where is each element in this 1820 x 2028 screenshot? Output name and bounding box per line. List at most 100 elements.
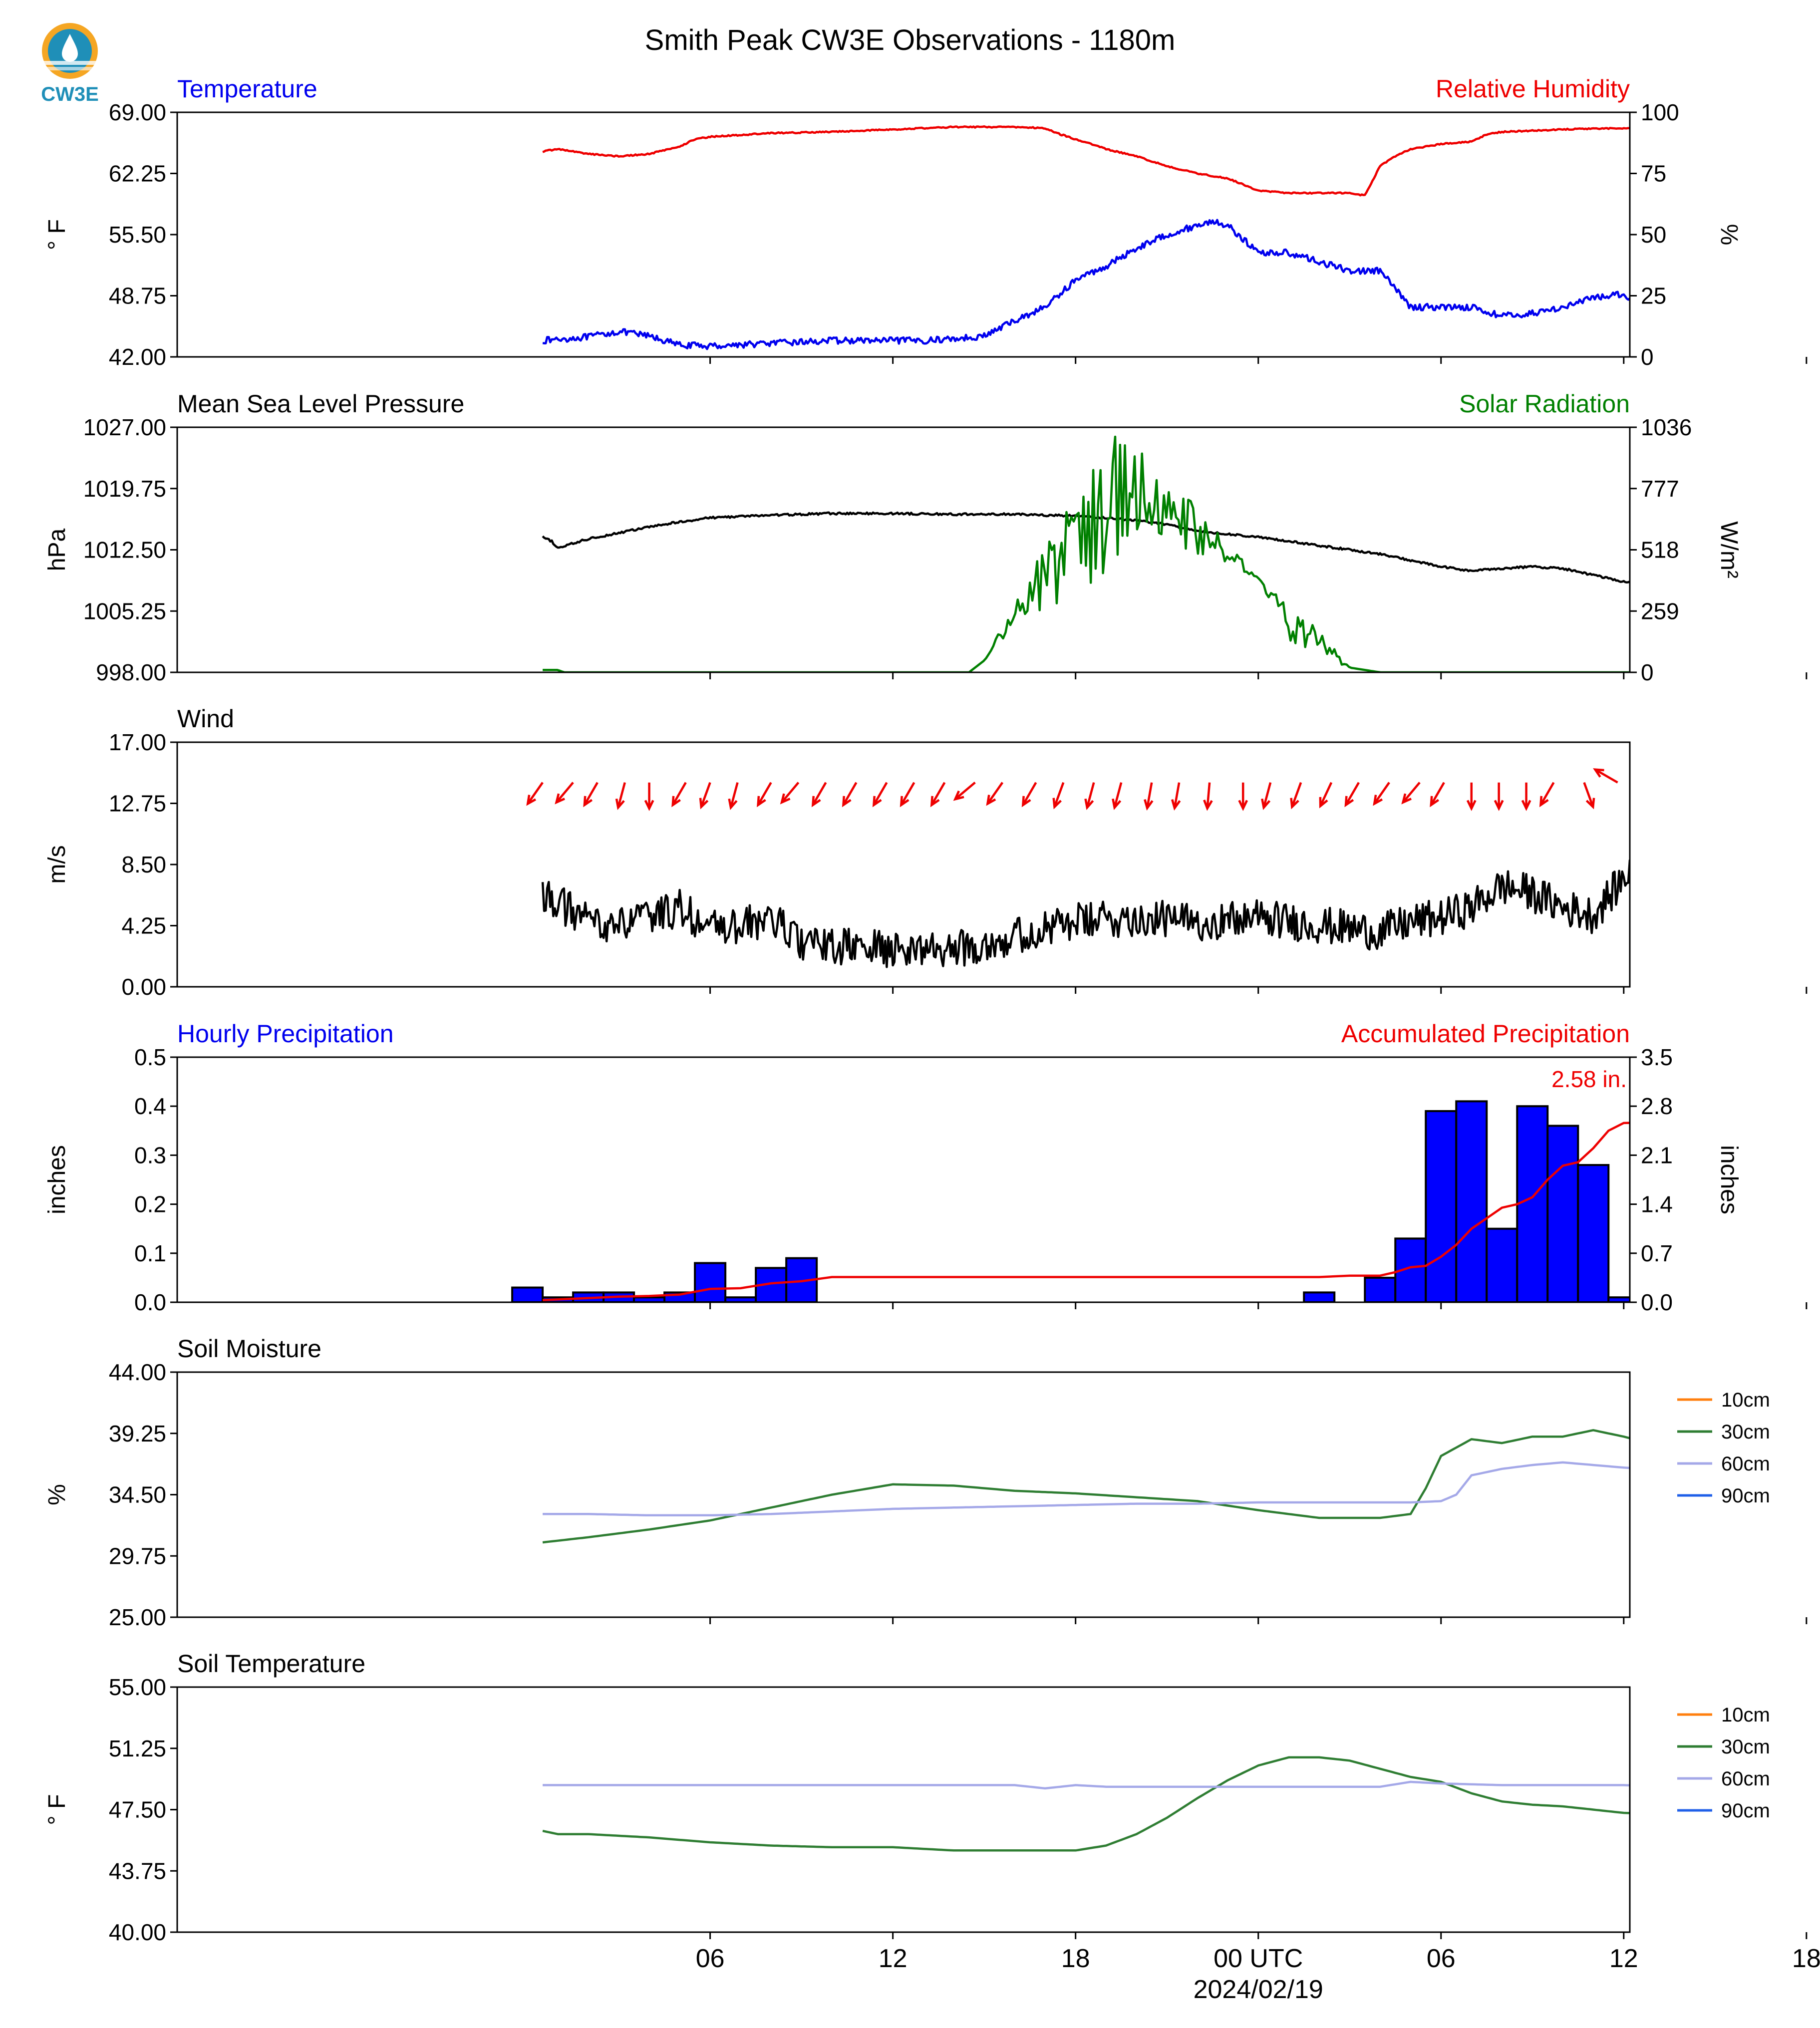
wind-arrow-head xyxy=(1702,800,1710,808)
y-axis-label-left: hPa xyxy=(44,528,70,571)
wind-arrow-shaft xyxy=(1086,782,1095,808)
panel-title-left: Soil Moisture xyxy=(177,1335,321,1363)
wind-arrow-shaft xyxy=(1113,782,1123,808)
precip-bar xyxy=(1364,1276,1397,1302)
wind-arrow-shaft xyxy=(1146,782,1153,809)
wind-arrow xyxy=(811,782,827,808)
precip-bar xyxy=(1455,1100,1488,1302)
wind-arrow-head xyxy=(780,793,791,805)
y-axis-label-right: inches xyxy=(1716,1145,1742,1214)
legend-label-60cm: 60cm xyxy=(1721,1453,1770,1475)
panel-0-plot-area xyxy=(542,125,1630,350)
x-tick-label: 00 UTC xyxy=(1213,1944,1303,1973)
y-tick-label-right: 100 xyxy=(1641,99,1679,125)
wind-arrow xyxy=(842,782,858,808)
y-tick-label-left: 29.75 xyxy=(109,1543,166,1569)
y-tick-label-left: 69.00 xyxy=(109,99,166,125)
panel-3-plot-area xyxy=(511,1100,1761,1302)
wind-arrow-shaft xyxy=(930,782,946,806)
wind-arrow xyxy=(872,782,888,808)
panel-title-left: Mean Sea Level Pressure xyxy=(177,390,464,418)
y-tick-label-right: 0.0 xyxy=(1641,1289,1673,1315)
wind-arrow-head xyxy=(1261,798,1271,810)
precip-bar xyxy=(1730,1292,1761,1302)
y-tick-label-left: 62.25 xyxy=(109,161,166,187)
y-axis-label-left: % xyxy=(44,1484,70,1505)
wind-arrow-shaft xyxy=(700,782,711,808)
wind-arrow-shaft xyxy=(583,782,599,806)
x-tick-label: 18 xyxy=(1792,1944,1820,1973)
wind-arrow-head xyxy=(526,795,537,806)
series-line-60cm xyxy=(543,1780,1630,1790)
wind-arrow xyxy=(1788,783,1796,809)
wind-arrow-shaft xyxy=(986,782,1004,805)
y-tick-label-left: 1027.00 xyxy=(83,414,166,440)
wind-arrow-head xyxy=(757,796,766,808)
series-line-30cm xyxy=(542,1429,1630,1544)
precip-bar xyxy=(1577,1164,1610,1302)
wind-arrow-head xyxy=(583,796,593,808)
y-tick-label-left: 17.00 xyxy=(109,729,166,755)
precip-bar xyxy=(694,1262,727,1302)
wind-arrow-shaft xyxy=(527,782,544,805)
wind-arrow-head xyxy=(1144,799,1154,811)
y-tick-label-left: 0.0 xyxy=(134,1289,166,1315)
x-tick-label: 06 xyxy=(696,1944,725,1973)
wind-arrow xyxy=(1521,782,1531,811)
wind-arrow xyxy=(1757,783,1765,809)
wind-arrow-head xyxy=(644,800,654,811)
wind-arrow xyxy=(1144,782,1154,811)
wind-arrow-head xyxy=(872,796,882,808)
series-line-60cm xyxy=(543,1461,1630,1517)
wind-arrow-head xyxy=(930,796,940,808)
wind-arrow-head xyxy=(1401,793,1412,805)
panel-title-right: Accumulated Precipitation xyxy=(1341,1020,1630,1048)
y-tick-label-left: 25.00 xyxy=(109,1604,166,1630)
wind-arrow xyxy=(757,782,772,808)
wind-arrow xyxy=(1261,782,1272,810)
wind-arrow xyxy=(1171,782,1181,811)
panel-1-plot-area xyxy=(542,435,1630,672)
wind-arrow-shaft xyxy=(555,782,574,803)
wind-arrow-shaft xyxy=(1345,782,1360,806)
series-line-left xyxy=(542,511,1630,584)
precip-bar xyxy=(1425,1110,1458,1302)
wind-arrow xyxy=(1084,782,1095,810)
y-tick-label-left: 0.3 xyxy=(134,1142,166,1168)
x-tick-label: 12 xyxy=(1609,1944,1638,1973)
wind-arrow xyxy=(986,782,1004,806)
series-line-30cm xyxy=(542,1756,1630,1852)
wind-arrow-shaft xyxy=(671,782,687,806)
accum-total-label: 2.58 in. xyxy=(1551,1066,1627,1092)
y-tick-label-left: 39.25 xyxy=(109,1421,166,1447)
series-line-right xyxy=(543,435,1630,672)
y-tick-label-right: 2.8 xyxy=(1641,1093,1673,1119)
y-tick-label-left: 0.4 xyxy=(134,1093,166,1119)
y-tick-label-left: 40.00 xyxy=(109,1919,166,1945)
wind-arrow-head xyxy=(1730,800,1738,808)
legend-label-60cm: 60cm xyxy=(1721,1768,1770,1790)
panel-title-left: Soil Temperature xyxy=(177,1650,365,1678)
wind-arrow-head xyxy=(1812,798,1820,807)
series-line-left xyxy=(542,219,1630,350)
wind-arrow xyxy=(1319,782,1333,809)
panel-title-right: Relative Humidity xyxy=(1436,75,1630,103)
legend-label-90cm: 90cm xyxy=(1721,1485,1770,1507)
wind-arrow-shaft xyxy=(781,782,800,803)
wind-arrow-shaft xyxy=(900,782,915,806)
panel-4-plot-area xyxy=(542,1429,1630,1544)
y-tick-label-left: 0.2 xyxy=(134,1191,166,1217)
wind-arrow xyxy=(644,782,654,811)
wind-arrow-head xyxy=(1171,799,1181,811)
wind-arrow xyxy=(930,782,946,808)
wind-arrow xyxy=(1539,782,1555,808)
wind-arrow-head xyxy=(699,798,709,810)
precip-bar xyxy=(1516,1105,1549,1302)
wind-arrow xyxy=(1702,783,1710,809)
wind-arrow xyxy=(555,782,574,805)
y-axis-label-left: ° F xyxy=(44,1794,70,1825)
wind-arrow xyxy=(1430,782,1445,808)
y-tick-label-left: 44.00 xyxy=(109,1359,166,1385)
wind-arrow xyxy=(1203,782,1213,811)
